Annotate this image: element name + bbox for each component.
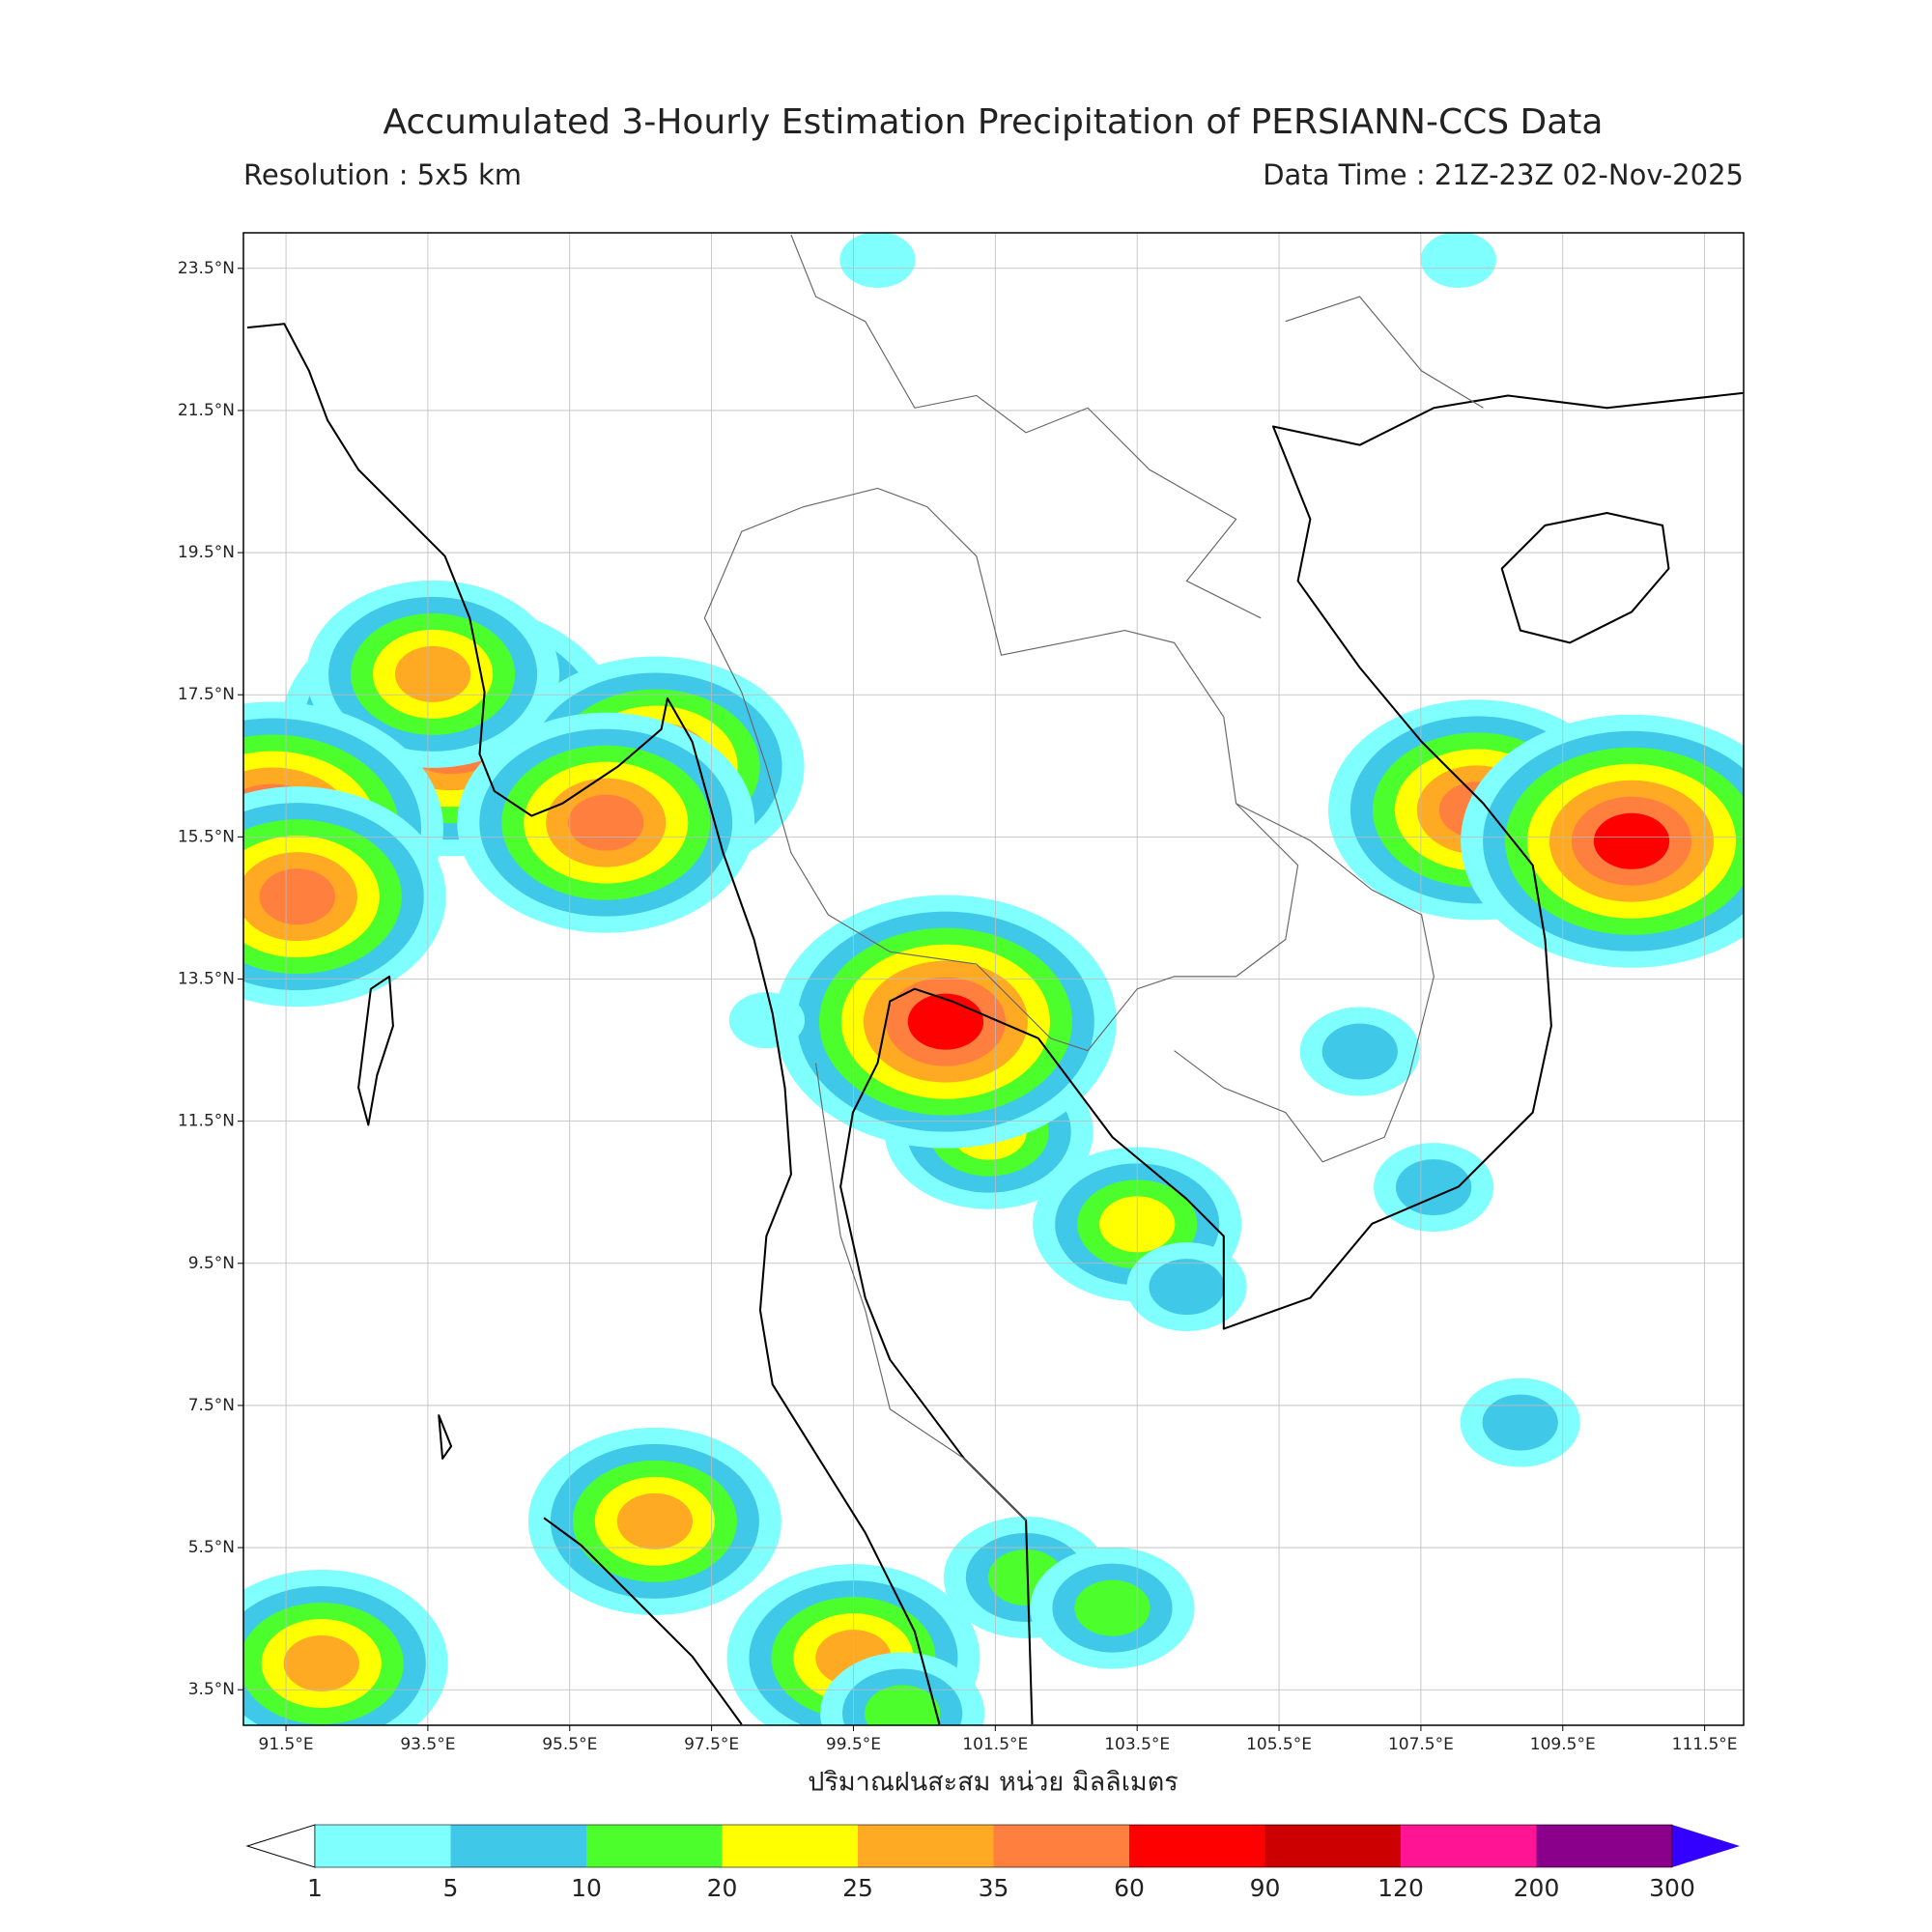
rain-cell [1420,233,1496,288]
lat-tick-label: 5.5°N [188,1538,235,1557]
rain-cell [1030,1547,1195,1669]
rain-contour [865,1685,941,1725]
rain-contour [728,992,806,1049]
rain-cell [1460,1378,1580,1467]
colorbar-bin [722,1825,859,1867]
lat-tick-label: 7.5°N [188,1396,235,1415]
lat-tick-label: 21.5°N [178,401,235,420]
colorbar-tick-label: 5 [443,1874,459,1902]
rain-cell [1461,714,1744,968]
thailand-border [703,487,1299,1521]
rain-contour [1149,1259,1225,1316]
resolution: Resolution : 5x5 km [243,158,522,191]
rain-contour [259,868,335,925]
rain-contour [568,794,644,851]
rain-contour [839,233,916,288]
lon-tick-label: 95.5°E [542,1735,597,1754]
colorbar-tick-label: 1 [307,1874,323,1902]
rain-contour [1074,1579,1151,1636]
title: Accumulated 3-Hourly Estimation Precipit… [384,102,1604,142]
country-borders [790,234,1484,1163]
lon-tick-label: 91.5°E [259,1735,314,1754]
data-time: Data Time : 21Z-23Z 02-Nov-2025 [1263,158,1744,191]
colorbar-bin [315,1825,451,1867]
rain-contour [1321,1023,1398,1080]
rain-layer [243,233,1744,1725]
colorbar-tick-label: 20 [707,1874,738,1902]
rain-cell [839,233,916,288]
rain-cell [457,712,755,933]
basemap [246,234,1744,1725]
coastline [246,323,1744,1725]
colorbar-bin [450,1825,587,1867]
rain-cell [820,1652,985,1725]
colorbar-bin [858,1825,994,1867]
rain-contour [1482,1394,1558,1451]
colorbar-tick-label: 60 [1114,1874,1145,1902]
colorbar-bin [1536,1825,1673,1867]
rain-contour [283,1634,359,1691]
lat-tick-label: 9.5°N [188,1254,235,1273]
colorbar-bin [993,1825,1130,1867]
rain-cell [1299,1007,1420,1096]
colorbar-tick-label: 10 [571,1874,602,1902]
rain-cell [1126,1242,1247,1332]
lon-tick-label: 99.5°E [826,1735,881,1754]
lon-tick-label: 103.5°E [1104,1735,1170,1754]
colorbar-frame [314,1824,1673,1868]
rain-cell [728,992,806,1049]
colorbar-tick-label: 200 [1514,1874,1560,1902]
lat-tick-label: 3.5°N [188,1680,235,1699]
grid: 91.5°E 93.5°E 95.5°E 97.5°E 99.5°E 101.5°E 103… [178,233,1744,1754]
rain-contour [1395,1159,1472,1216]
lat-tick-label: 15.5°N [178,827,235,846]
rain-contour [907,993,984,1050]
sumatra-coast [543,1517,743,1725]
lat-tick-label: 11.5°N [178,1112,235,1131]
rain-cell [527,1427,781,1615]
rain-contour [1420,233,1496,288]
lon-tick-label: 105.5°E [1246,1735,1312,1754]
lat-tick-label: 23.5°N [178,259,235,278]
lon-tick-label: 93.5°E [400,1735,455,1754]
colorbar: 1 5 10 20 25 35 60 90 120 200 300 [245,1824,1740,1902]
lon-tick-label: 111.5°E [1672,1735,1738,1754]
colorbar-bin [1401,1825,1537,1867]
colorbar-tick-label: 35 [979,1874,1009,1902]
colorbar-tick-label: 120 [1378,1874,1424,1902]
rain-cell [775,895,1117,1149]
lat-tick-label: 13.5°N [178,970,235,989]
rain-cell [1374,1143,1494,1233]
rain-contour [616,1492,694,1549]
colorbar-under [245,1824,316,1868]
colorbar-tick-label: 25 [842,1874,873,1902]
rain-cell [243,786,446,1008]
andaman-islands [357,975,453,1460]
colorbar-tick-label: 300 [1649,1874,1695,1902]
rain-cell [306,580,560,768]
colorbar-label: ปริมาณฝนสะสม หน่วย มิลลิเมตร [808,1768,1179,1798]
lon-tick-label: 101.5°E [962,1735,1028,1754]
colorbar-bin [586,1825,723,1867]
lon-tick-label: 109.5°E [1530,1735,1596,1754]
hainan [1500,512,1670,644]
rain-cell [243,1570,448,1725]
rain-contour [394,645,471,702]
colorbar-bin [1129,1825,1265,1867]
rain-contour [1593,812,1670,869]
colorbar-bin [1264,1825,1402,1867]
lat-tick-label: 17.5°N [178,685,235,704]
lon-tick-label: 97.5°E [684,1735,739,1754]
lon-tick-label: 107.5°E [1388,1735,1454,1754]
colorbar-over [1672,1825,1740,1867]
colorbar-tick-label: 90 [1250,1874,1281,1902]
plot-frame [242,232,1745,1726]
lat-tick-label: 19.5°N [178,543,235,562]
